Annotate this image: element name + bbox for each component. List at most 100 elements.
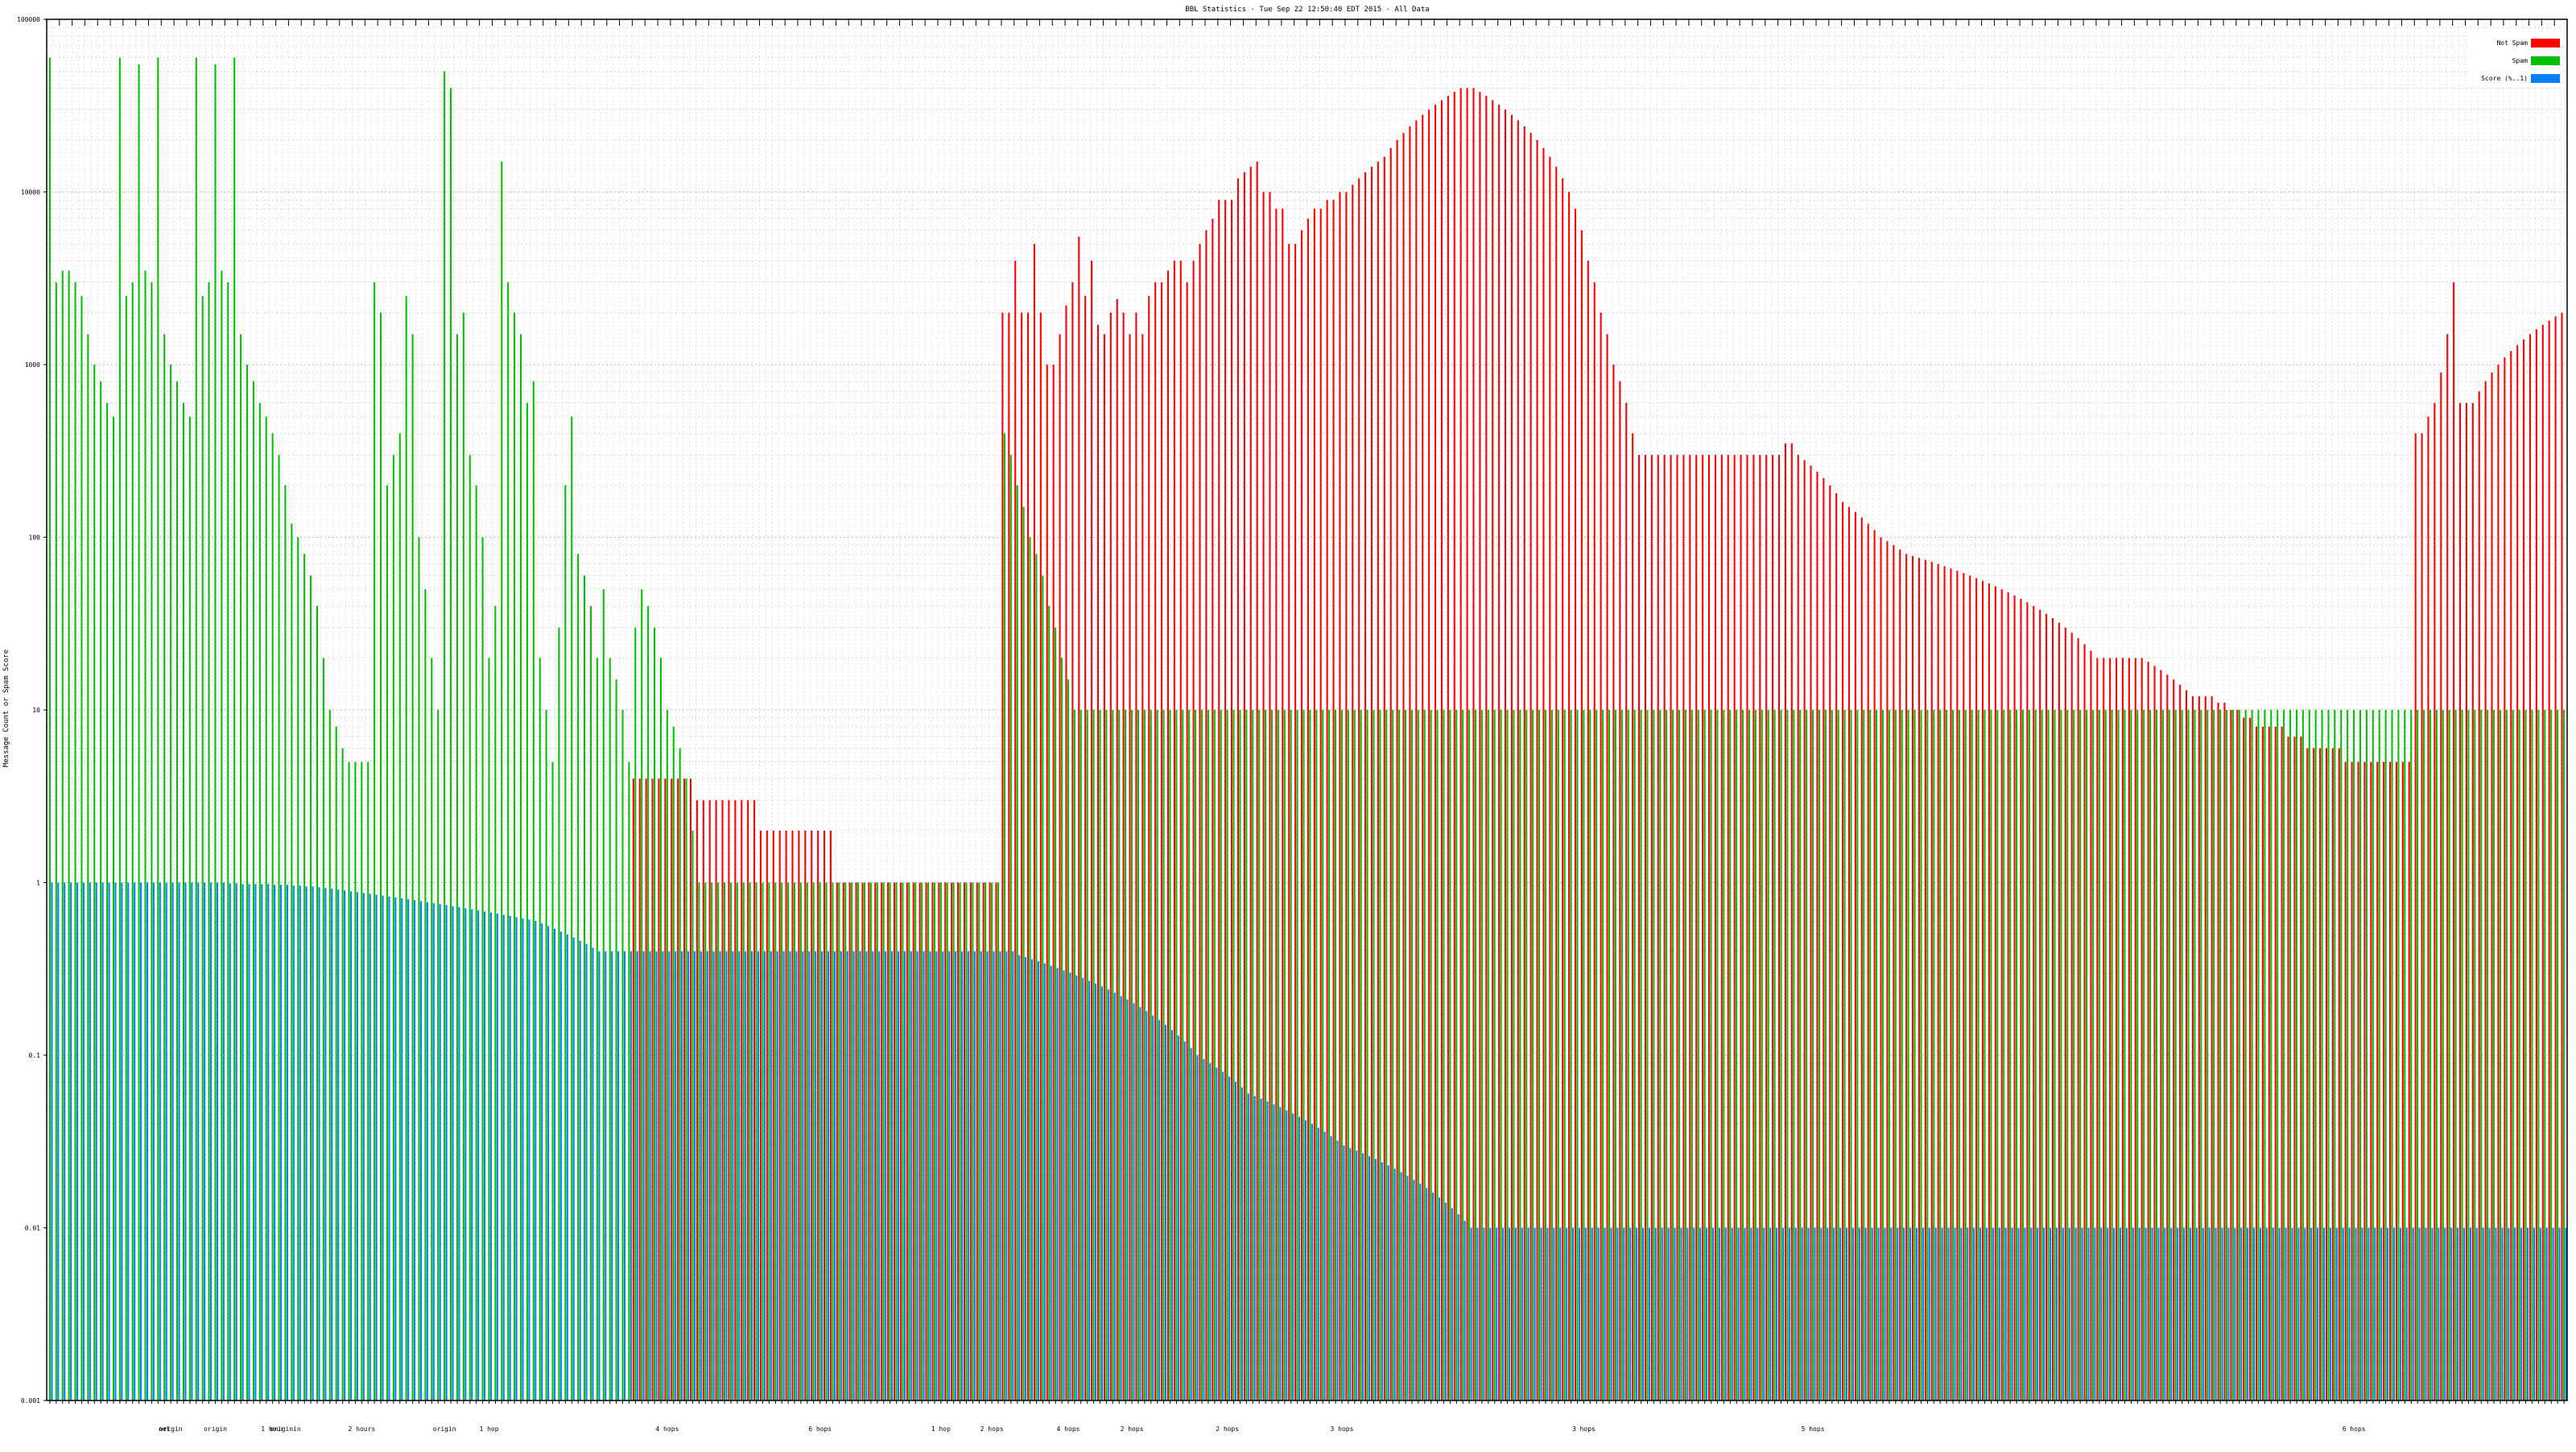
bar-not-spam bbox=[1027, 312, 1030, 1400]
bar-spam bbox=[227, 282, 229, 1401]
bar-score bbox=[611, 951, 613, 1400]
bar-not-spam bbox=[1600, 312, 1602, 1400]
bar-not-spam bbox=[1173, 260, 1175, 1400]
bar-spam bbox=[1042, 575, 1044, 1400]
bar-spam bbox=[214, 64, 217, 1401]
bar-score bbox=[2392, 1227, 2396, 1400]
bar-score bbox=[795, 951, 798, 1400]
bar-spam bbox=[1990, 710, 1992, 1400]
bar-spam bbox=[1283, 710, 1286, 1400]
bar-spam bbox=[2492, 710, 2496, 1400]
bar-score bbox=[1527, 1227, 1530, 1400]
bar-not-spam bbox=[2140, 658, 2143, 1400]
bar-score bbox=[452, 905, 454, 1400]
bar-not-spam bbox=[1459, 88, 1462, 1400]
bar-spam bbox=[1640, 710, 1642, 1400]
bar-spam bbox=[965, 882, 968, 1400]
bar-spam bbox=[2034, 710, 2037, 1400]
bar-score bbox=[483, 911, 486, 1400]
bar-not-spam bbox=[969, 882, 972, 1400]
bar-not-spam bbox=[925, 882, 927, 1400]
bar-spam bbox=[519, 334, 522, 1401]
bar-score bbox=[1063, 970, 1065, 1400]
bar-score bbox=[1228, 1076, 1231, 1400]
bar-spam bbox=[1773, 710, 1776, 1400]
bar-score bbox=[2545, 1227, 2548, 1400]
bar-not-spam bbox=[1663, 455, 1666, 1400]
bar-not-spam bbox=[1682, 455, 1685, 1400]
bar-spam bbox=[68, 270, 70, 1401]
bar-spam bbox=[1920, 710, 1922, 1400]
bar-score bbox=[1648, 1227, 1650, 1400]
bar-spam bbox=[488, 658, 490, 1400]
bar-not-spam bbox=[1790, 443, 1793, 1401]
bar-not-spam bbox=[1510, 114, 1513, 1400]
x-tick-labels bbox=[49, 1400, 2565, 1404]
bar-spam bbox=[1767, 710, 1769, 1400]
bar-score bbox=[897, 951, 899, 1400]
bar-not-spam bbox=[817, 830, 819, 1400]
bar-spam bbox=[2009, 710, 2012, 1400]
bar-spam bbox=[952, 882, 955, 1400]
bar-spam bbox=[514, 312, 516, 1400]
bar-not-spam bbox=[1116, 299, 1118, 1400]
bar-score bbox=[1146, 1011, 1148, 1400]
bar-not-spam bbox=[1963, 573, 1965, 1400]
bar-not-spam bbox=[2421, 433, 2423, 1400]
bar-not-spam bbox=[2007, 592, 2009, 1400]
bar-spam bbox=[621, 710, 624, 1400]
bar-not-spam bbox=[2331, 748, 2334, 1400]
bar-not-spam bbox=[1409, 126, 1411, 1400]
bar-score bbox=[636, 951, 638, 1400]
bar-score bbox=[1100, 986, 1103, 1400]
bar-spam bbox=[316, 605, 319, 1400]
bar-not-spam bbox=[931, 882, 934, 1400]
bar-not-spam bbox=[1389, 147, 1392, 1401]
bar-score bbox=[496, 914, 498, 1400]
bar-spam bbox=[1602, 710, 1604, 1400]
bar-score bbox=[1858, 1227, 1860, 1400]
bar-score bbox=[114, 882, 117, 1400]
bar-score bbox=[299, 885, 301, 1400]
bar-not-spam bbox=[1103, 334, 1105, 1401]
bar-spam bbox=[736, 882, 738, 1400]
bar-not-spam bbox=[1988, 583, 1990, 1400]
bar-spam bbox=[577, 554, 580, 1401]
bar-not-spam bbox=[2471, 402, 2474, 1400]
bar-not-spam bbox=[1695, 455, 1698, 1400]
bar-score bbox=[1776, 1227, 1778, 1400]
bar-not-spam bbox=[1752, 455, 1755, 1400]
bar-score bbox=[2164, 1227, 2166, 1400]
bar-not-spam bbox=[1657, 455, 1659, 1400]
bar-spam bbox=[157, 57, 159, 1401]
bar-spam bbox=[1710, 710, 1712, 1400]
bar-score bbox=[1158, 1020, 1161, 1400]
bar-spam bbox=[1557, 710, 1559, 1400]
bar-not-spam bbox=[1109, 312, 1112, 1400]
bar-score bbox=[821, 951, 824, 1400]
bar-score bbox=[1960, 1227, 1963, 1400]
legend: Not Spam Spam Score (%..1) bbox=[2468, 32, 2562, 85]
bar-score bbox=[541, 923, 543, 1400]
bar-spam bbox=[2143, 710, 2145, 1400]
bar-score bbox=[993, 951, 995, 1400]
bar-not-spam bbox=[1300, 230, 1303, 1400]
bar-score bbox=[274, 885, 276, 1400]
bar-not-spam bbox=[1084, 295, 1087, 1401]
bar-score bbox=[687, 951, 690, 1400]
bar-spam bbox=[704, 882, 707, 1400]
bar-not-spam bbox=[1307, 218, 1309, 1401]
group-label: originin bbox=[270, 1425, 301, 1433]
bar-not-spam bbox=[645, 778, 647, 1400]
bar-not-spam bbox=[2281, 726, 2283, 1400]
bar-spam bbox=[908, 882, 910, 1400]
bar-score bbox=[1604, 1227, 1606, 1400]
bar-spam bbox=[659, 658, 662, 1400]
bar-spam bbox=[2015, 710, 2018, 1400]
bar-spam bbox=[1532, 710, 1534, 1400]
bar-spam bbox=[1620, 710, 1623, 1400]
bar-score bbox=[1794, 1227, 1797, 1400]
legend-label-spam: Spam bbox=[2512, 57, 2528, 64]
bar-spam bbox=[1493, 710, 1496, 1400]
bar-not-spam bbox=[1166, 270, 1170, 1401]
